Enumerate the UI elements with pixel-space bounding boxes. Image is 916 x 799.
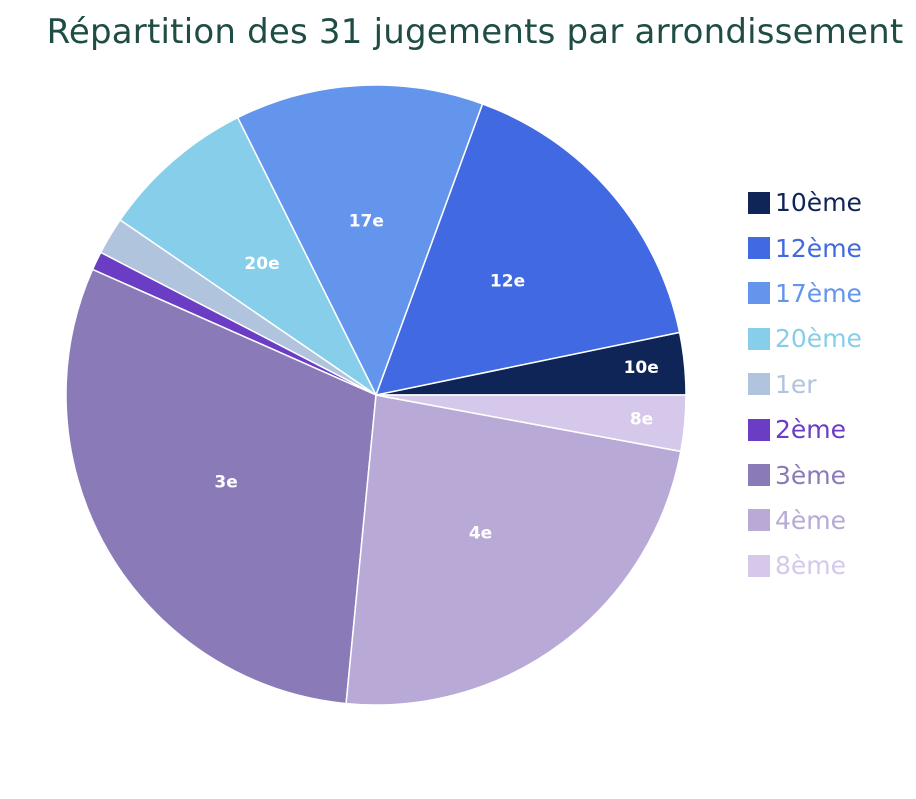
legend-swatch (748, 327, 770, 350)
slice-label-8e: 8e (630, 409, 653, 429)
legend-item-2ème: 2ème (748, 407, 862, 452)
legend-swatch (748, 191, 770, 214)
legend-label: 8ème (775, 551, 847, 581)
pie-slice-20ème (119, 116, 378, 398)
pie-slice-4ème (345, 394, 682, 706)
legend-item-8ème: 8ème (748, 543, 862, 588)
legend-swatch (748, 509, 770, 532)
legend-item-10ème: 10ème (748, 180, 862, 225)
slice-label-20e: 20e (244, 254, 279, 274)
legend-swatch (748, 554, 770, 577)
legend-swatch (748, 464, 770, 487)
pie-slice-labels: 10e 12e 17e 20e 3e 4e 8e (214, 212, 658, 544)
pie-slice-3ème (65, 268, 377, 705)
chart-title: Répartition des 31 jugements par arrondi… (46, 12, 904, 52)
slice-label-4e: 4e (469, 524, 492, 544)
legend-label: 1er (775, 369, 817, 399)
slice-label-3e: 3e (214, 473, 237, 493)
legend-item-3ème: 3ème (748, 452, 862, 497)
legend-item-17ème: 17ème (748, 271, 862, 316)
pie-slices (65, 84, 687, 706)
slice-label-10e: 10e (624, 358, 659, 378)
legend-swatch (748, 282, 770, 305)
legend-swatch (748, 373, 770, 396)
legend-item-4ème: 4ème (748, 498, 862, 543)
legend-label: 12ème (775, 233, 862, 263)
legend-item-20ème: 20ème (748, 316, 862, 361)
pie-slice-12ème (374, 102, 681, 397)
legend-label: 2ème (775, 415, 847, 445)
legend-item-1er: 1er (748, 362, 862, 407)
legend-swatch (748, 418, 770, 441)
legend-label: 4ème (775, 505, 847, 535)
legend-label: 20ème (775, 324, 862, 354)
legend-label: 10ème (775, 188, 862, 218)
slice-label-17e: 17e (349, 212, 384, 232)
legend: 10ème 12ème 17ème 20ème 1er 2ème 3ème 4ème 8ème (748, 180, 862, 589)
legend-label: 3ème (775, 460, 847, 490)
slice-label-12e: 12e (490, 272, 525, 292)
legend-item-12ème: 12ème (748, 225, 862, 270)
pie-slice-8ème (375, 394, 687, 453)
legend-swatch (748, 237, 770, 260)
legend-label: 17ème (775, 278, 862, 308)
pie-slice-17ème (236, 84, 484, 397)
